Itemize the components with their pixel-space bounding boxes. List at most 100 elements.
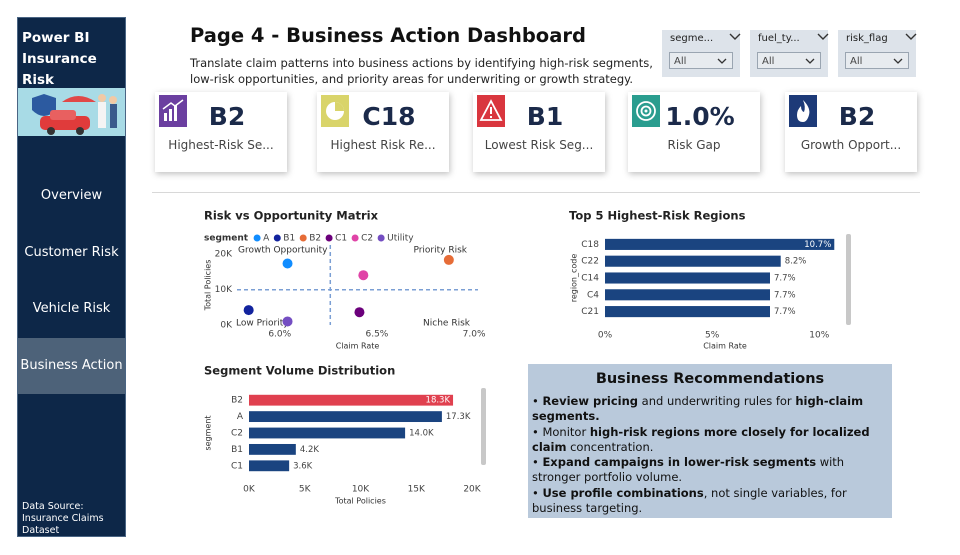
y-tick-label: 0K	[220, 321, 233, 331]
bar	[249, 460, 290, 472]
y-tick-label: C21	[581, 307, 599, 317]
bar	[605, 238, 835, 250]
bar	[605, 272, 770, 284]
recommendation-text: high-claim segments.	[532, 394, 864, 424]
chevron	[893, 58, 903, 64]
recommendation-text: high-risk regions more closely for local…	[532, 424, 870, 454]
nav-item[interactable]: Vehicle Risk	[32, 301, 111, 316]
y-tick-label: C1	[231, 461, 243, 471]
x-tick-label: 20K	[463, 485, 481, 495]
bar	[249, 443, 296, 455]
x-tick-label: 6.0%	[268, 330, 291, 340]
bar	[249, 411, 442, 423]
kpi-value: B2	[208, 102, 246, 131]
recommendations: Business Recommendations Review pricing …	[528, 364, 892, 518]
value-label: 10.7%	[804, 240, 831, 250]
subtitle: Translate claim patterns into business a…	[190, 56, 653, 70]
point	[358, 270, 369, 281]
page-title: Page 4 - Business Action Dashboard	[190, 24, 586, 47]
kpi-icon	[321, 95, 349, 127]
annotation: Growth Opportunity	[238, 246, 328, 256]
legend-label: Utility	[387, 234, 414, 244]
x-tick-label: 0K	[243, 485, 256, 495]
annotation: Low Priority	[236, 319, 289, 329]
x-axis-title: Total Policies	[334, 497, 386, 506]
scrollbar[interactable]	[481, 388, 486, 465]
kpi-value: C18	[362, 102, 416, 131]
nav-item[interactable]: Overview	[40, 188, 103, 203]
recommendation-text: concentration.	[566, 439, 654, 454]
x-tick-label: 15K	[408, 485, 426, 495]
kpi-icon	[159, 95, 187, 127]
nav-item[interactable]: Business Action	[18, 338, 125, 394]
kpi-value: B1	[526, 102, 564, 131]
value-label: 7.7%	[774, 307, 796, 317]
bar	[249, 394, 454, 406]
filter-dropdown[interactable]: All	[669, 52, 733, 69]
legend-label: C2	[361, 234, 373, 244]
kpi-label: Highest-Risk Se...	[168, 138, 274, 152]
recommendation-text: Review pricing	[542, 394, 638, 408]
x-tick-label: 5%	[705, 331, 720, 341]
kpi-icon	[632, 95, 660, 127]
scrollbar[interactable]	[846, 234, 851, 325]
brand-line: Power BI	[22, 30, 90, 46]
value-label: 18.3K	[426, 396, 451, 406]
point	[282, 258, 293, 269]
kpi-card: B2 Highest-Risk Se...	[155, 92, 287, 172]
kpi-label: Risk Gap	[667, 138, 721, 152]
y-axis-title: Total Policies	[204, 260, 213, 312]
x-axis-title: Claim Rate	[703, 342, 747, 351]
y-tick-label: C22	[581, 257, 599, 267]
legend-title: segment	[204, 234, 249, 244]
filter: fuel_ty... All	[750, 30, 828, 77]
x-tick-label: 6.5%	[365, 330, 388, 340]
y-tick-label: B1	[231, 445, 243, 455]
x-tick-label: 0%	[598, 331, 613, 341]
recommendation-text: and underwriting rules for	[638, 394, 796, 408]
legend-marker	[273, 234, 281, 242]
legend-marker	[299, 234, 307, 242]
y-axis-title: region_code	[570, 254, 579, 303]
chevron	[805, 58, 815, 64]
nav-item[interactable]: Customer Risk	[24, 245, 119, 260]
y-tick-label: C14	[581, 274, 599, 284]
chart-title: Segment Volume Distribution	[204, 364, 395, 378]
value-label: 3.6K	[293, 461, 313, 471]
kpi-label: Highest Risk Re...	[330, 138, 436, 152]
kpi-icon	[477, 95, 505, 127]
y-tick-label: C18	[581, 240, 599, 250]
filter: risk_flag All	[838, 30, 916, 77]
legend-marker	[253, 234, 261, 242]
illustration	[18, 88, 125, 136]
y-tick-label: 10K	[215, 285, 233, 295]
legend-label: C1	[335, 234, 347, 244]
x-tick-label: 5K	[299, 485, 312, 495]
y-axis-title: segment	[204, 415, 213, 450]
recommendation: Use profile combinations, not single var…	[532, 486, 884, 517]
recommendation-text: Expand campaigns in lower-risk segments	[542, 455, 817, 470]
legend-marker	[377, 234, 385, 242]
brand: Power BI Insurance Risk	[22, 28, 125, 91]
bar	[605, 306, 770, 318]
legend-marker	[351, 234, 359, 242]
y-tick-label: 20K	[215, 249, 233, 259]
annotation: Priority Risk	[413, 246, 467, 256]
legend-label: A	[263, 234, 270, 244]
filter-label: fuel_ty...	[758, 33, 800, 44]
filter-dropdown[interactable]: All	[845, 52, 909, 69]
x-tick-label: 10K	[352, 485, 370, 495]
recommendation-text: Use profile combinations	[542, 485, 704, 500]
filter: segme... All	[662, 30, 740, 77]
sidebar: Power BI Insurance Risk Overview Custome…	[17, 17, 126, 537]
y-tick-label: C2	[231, 429, 243, 439]
chart-title: Risk vs Opportunity Matrix	[204, 209, 379, 223]
recommendation: Review pricing and underwriting rules fo…	[532, 394, 884, 425]
chevron	[817, 33, 829, 40]
kpi-icon	[789, 95, 817, 127]
filter-dropdown[interactable]: All	[757, 52, 821, 69]
value-label: 4.2K	[300, 445, 320, 455]
x-tick-label: 10%	[809, 331, 829, 341]
